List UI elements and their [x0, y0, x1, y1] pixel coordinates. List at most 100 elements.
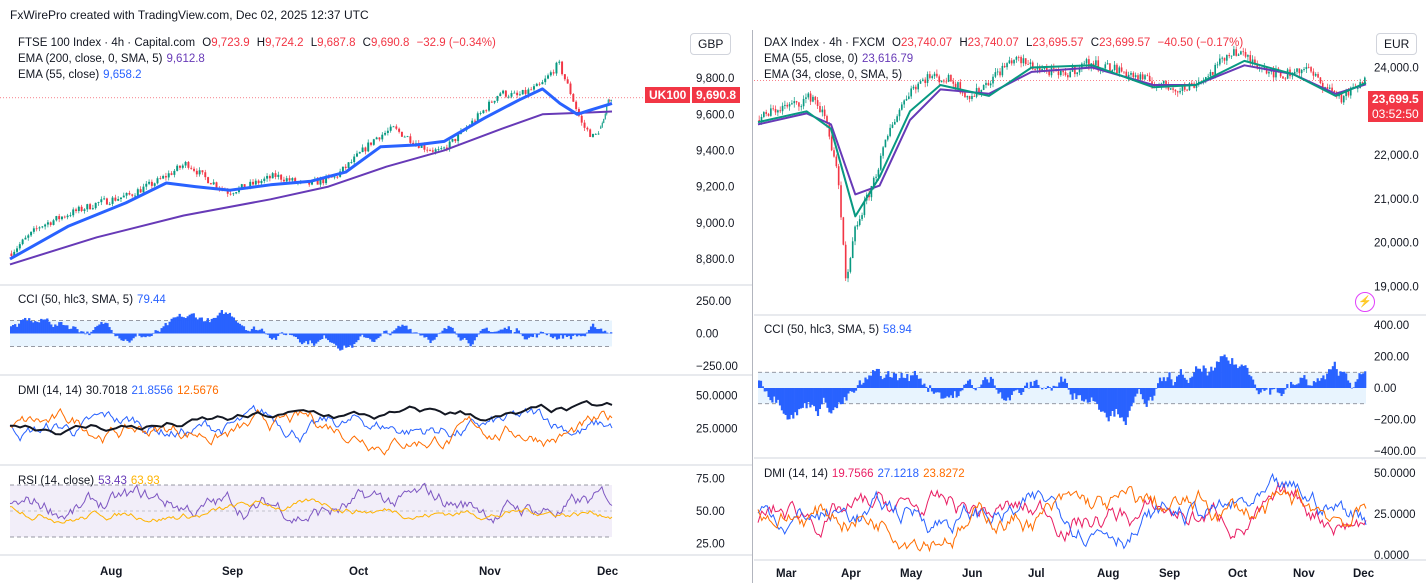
dax-candle — [1186, 89, 1188, 91]
ftse-cci-bar — [188, 314, 191, 334]
dax-cci-bar — [1120, 388, 1124, 418]
ftse-cci-bar — [437, 333, 440, 335]
dax-cci-bar — [1200, 371, 1203, 388]
ftse-dmi-axis-tick-label: 50.0000 — [696, 390, 738, 402]
dax-candle — [915, 86, 917, 90]
dax-candle — [1130, 72, 1132, 75]
ftse-candle — [142, 186, 145, 193]
dax-candle — [1305, 66, 1308, 69]
ftse-cci-bar — [383, 330, 386, 334]
ftse-cci-bar — [270, 333, 274, 340]
ftse-candle — [601, 122, 603, 127]
ftse-candle — [190, 167, 193, 169]
dax-cci-bar — [843, 388, 846, 398]
dax-cci-axis-tick-label: −400.00 — [1374, 446, 1416, 458]
ftse-chart-panel[interactable]: 9,800.0 9,600.0 9,400.0 9,200.0 9,000.0 8,800… — [0, 30, 753, 583]
ftse-candle — [544, 78, 547, 83]
dax-candle — [816, 100, 819, 106]
dax-cci-bar — [989, 376, 992, 388]
dax-chart-canvas[interactable]: 24,000.023,000.022,000.021,000.020,000.0… — [754, 30, 1426, 583]
dax-candle — [1092, 63, 1095, 66]
dax-candle — [875, 176, 877, 178]
dax-chart-panel[interactable]: 24,000.023,000.022,000.021,000.020,000.0… — [754, 30, 1426, 583]
dax-candle — [950, 74, 952, 82]
ftse-cci-bar — [483, 328, 486, 334]
dax-cci-bar — [1246, 367, 1249, 388]
ftse-cci-bar — [148, 333, 151, 337]
dax-currency-button[interactable]: EUR — [1376, 33, 1418, 55]
ftse-cci-bar — [565, 333, 569, 337]
dax-cci-bar — [1176, 376, 1179, 388]
dax-cci-bar — [910, 375, 913, 388]
ftse-cci-bar — [389, 333, 392, 336]
ftse-cci-bar — [266, 333, 270, 335]
dax-cci-bar — [1326, 373, 1329, 388]
ftse-currency-button[interactable]: GBP — [690, 33, 732, 55]
dax-candle — [1064, 72, 1067, 76]
ftse-cci-bar — [238, 323, 242, 334]
ftse-cci-bar — [74, 326, 77, 334]
dax-cci-bar — [1067, 388, 1070, 390]
ftse-cci-bar — [62, 324, 65, 334]
dax-cci-bar — [1348, 382, 1352, 388]
dax-candle — [905, 98, 908, 101]
ftse-cci-bar — [264, 333, 268, 335]
dax-candle — [1233, 49, 1235, 56]
dax-candle — [1183, 86, 1186, 90]
ftse-cci-bar — [525, 333, 529, 340]
dax-candle — [1085, 59, 1088, 64]
lightning-icon[interactable]: ⚡ — [1355, 292, 1375, 312]
dax-cci-bar — [1048, 387, 1051, 388]
dax-cci-bar — [1331, 366, 1334, 388]
ftse-cci-bar — [290, 333, 294, 336]
ftse-cci-bar — [499, 329, 502, 334]
dax-ema34-legend: EMA (34, close, 0, SMA, 5) — [764, 69, 903, 81]
dax-cci-bar — [1172, 385, 1175, 388]
ftse-candle — [66, 215, 69, 218]
ftse-cci-bar — [457, 333, 460, 338]
dax-candle — [994, 72, 997, 77]
dax-candle — [767, 113, 770, 116]
dax-cci-bar — [1242, 365, 1245, 388]
ftse-cci-bar — [361, 333, 364, 335]
ftse-cci-bar — [431, 333, 434, 341]
dax-cci-bar — [949, 388, 953, 396]
ftse-candle — [131, 194, 134, 196]
dax-candle — [1010, 60, 1013, 64]
dax-cci-bar — [1143, 388, 1146, 404]
ftse-cci-bar — [541, 332, 545, 334]
ftse-cci-bar — [571, 333, 575, 336]
dax-cci-bar — [1196, 368, 1200, 388]
dax-candle — [833, 150, 835, 157]
ftse-candle — [263, 178, 266, 181]
ftse-candle — [207, 177, 210, 184]
ftse-price-axis-tick-label: 8,800.0 — [696, 254, 734, 266]
ftse-cci-bar — [102, 323, 105, 334]
ftse-candle — [181, 165, 184, 168]
dax-candle — [1062, 70, 1064, 73]
dax-cci-bar — [932, 388, 935, 394]
ftse-cci-bar — [599, 328, 603, 334]
ftse-dmi-legend: DMI (14, 14) 30.7018 21.8556 12.5676 — [18, 385, 219, 397]
ftse-cci-bar — [379, 333, 382, 337]
ftse-cci-bar — [146, 333, 149, 337]
dax-candle — [760, 116, 763, 122]
dax-cci-bar — [913, 370, 916, 388]
ftse-chart-canvas[interactable]: 9,800.0 9,600.0 9,400.0 9,200.0 9,000.0 8,800… — [0, 30, 752, 583]
dax-cci-bar — [1126, 388, 1129, 418]
dax-candle — [1067, 75, 1069, 78]
dax-symbol: DAX Index · 4h · FXCM — [764, 37, 885, 49]
ftse-close: 9,690.8 — [370, 37, 410, 49]
ftse-cci-bar — [467, 333, 470, 344]
dax-change: −40.50 (−0.17%) — [1157, 37, 1244, 49]
ftse-cci-bar — [162, 326, 165, 334]
ftse-cci-bar — [433, 333, 436, 340]
dax-cci-bar — [794, 388, 797, 413]
dax-candle — [863, 200, 866, 216]
dax-candle — [1024, 58, 1027, 65]
dax-candle — [828, 123, 831, 137]
dax-cci-bar — [970, 385, 973, 388]
dax-candle — [889, 127, 891, 136]
dax-cci-bar — [1299, 377, 1302, 388]
dax-cci-bar — [1092, 388, 1095, 402]
